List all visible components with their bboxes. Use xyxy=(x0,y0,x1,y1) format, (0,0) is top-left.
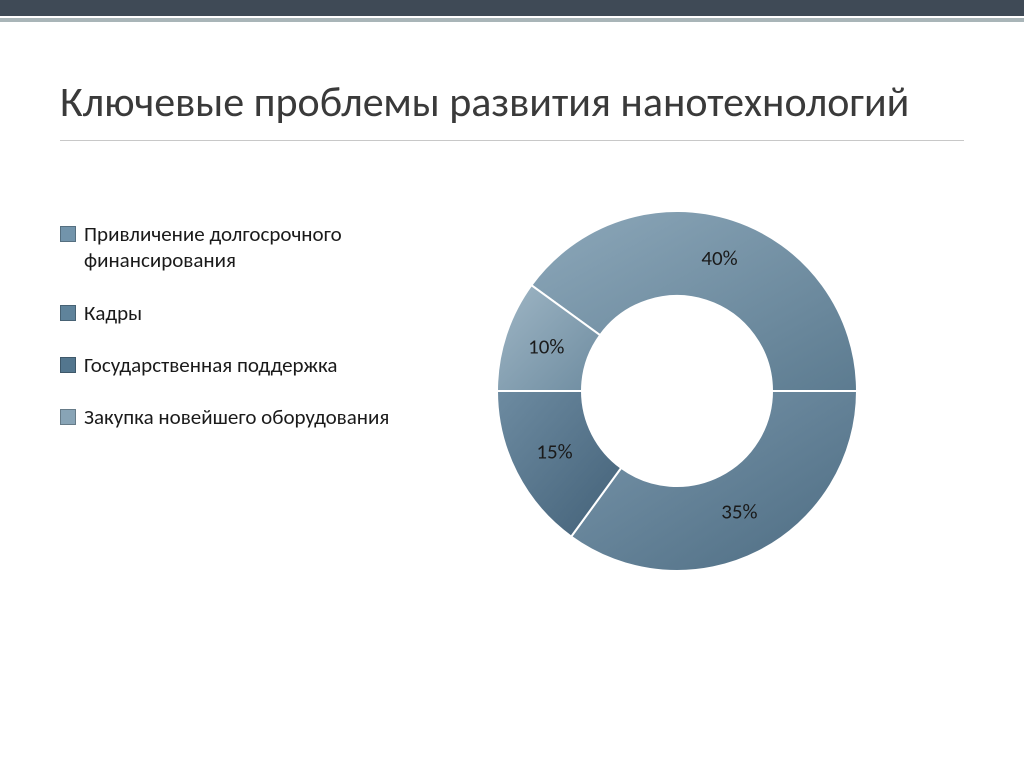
legend-label: Кадры xyxy=(84,300,142,326)
legend-label: Закупка новейшего оборудования xyxy=(84,404,389,430)
legend-swatch xyxy=(60,409,76,425)
chart-container: 40% 35% 15% 10% xyxy=(390,181,964,601)
legend-swatch xyxy=(60,305,76,321)
slice-label: 15% xyxy=(536,439,572,465)
legend-swatch xyxy=(60,357,76,373)
legend-item: Привличение долгосрочного финансирования xyxy=(60,221,390,274)
legend-swatch xyxy=(60,226,76,242)
content-area: Привличение долгосрочного финансирования… xyxy=(0,151,1024,601)
legend: Привличение долгосрочного финансирования… xyxy=(60,181,390,601)
legend-item: Кадры xyxy=(60,300,390,326)
slice-label: 10% xyxy=(528,334,564,360)
donut-chart: 40% 35% 15% 10% xyxy=(467,181,887,601)
legend-label: Привличение долгосрочного финансирования xyxy=(84,221,390,274)
header-bar-light xyxy=(0,18,1024,22)
legend-item: Государственная поддержка xyxy=(60,352,390,378)
header-bar-dark xyxy=(0,0,1024,16)
slice-label: 40% xyxy=(701,245,737,271)
page-title: Ключевые проблемы развития нанотехнологи… xyxy=(60,80,964,141)
title-block: Ключевые проблемы развития нанотехнологи… xyxy=(0,32,1024,151)
legend-label: Государственная поддержка xyxy=(84,352,337,378)
slice-label: 35% xyxy=(721,499,757,525)
legend-item: Закупка новейшего оборудования xyxy=(60,404,390,430)
donut-hole xyxy=(583,297,771,485)
header-bars xyxy=(0,0,1024,32)
